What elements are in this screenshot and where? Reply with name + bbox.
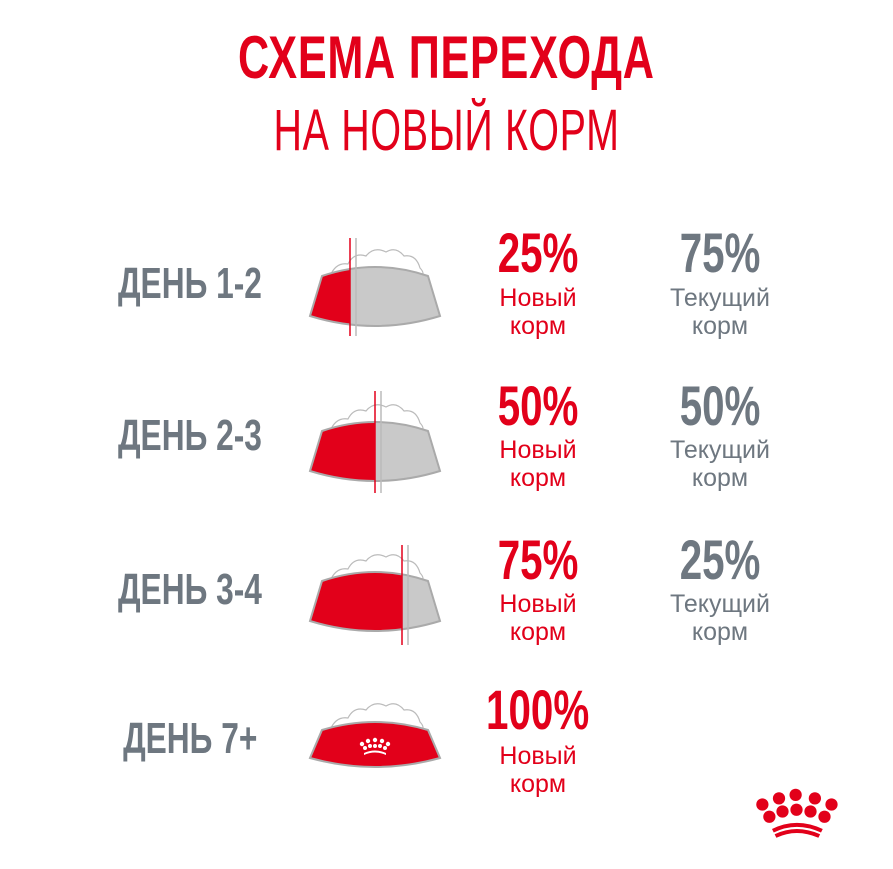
food-bowl-icon	[308, 238, 442, 336]
food-bowl-icon	[308, 545, 442, 645]
current-food-percent-1: 75%	[679, 221, 761, 284]
title-line-1: СХЕМА ПЕРЕХОДА	[238, 24, 655, 91]
day-label-4: ДЕНЬ 7+	[122, 714, 258, 763]
food-bowl-icon	[308, 703, 442, 768]
new-food-label-1: Новый корм	[499, 284, 577, 340]
new-food-label-2: Новый корм	[499, 436, 577, 492]
crown-emblem-icon	[359, 737, 391, 755]
royal-canin-crown-icon	[756, 788, 838, 838]
title-line-2: НА НОВЫЙ КОРМ	[273, 98, 620, 163]
new-food-label-4: Новый корм	[499, 742, 577, 798]
new-food-percent-1: 25%	[497, 221, 579, 284]
day-label-3: ДЕНЬ 3-4	[118, 565, 262, 614]
new-food-label-3: Новый корм	[499, 590, 577, 646]
current-food-label-1: Текущий корм	[670, 284, 770, 340]
day-label-2: ДЕНЬ 2-3	[118, 411, 262, 460]
new-food-percent-4: 100%	[486, 678, 590, 741]
current-food-label-2: Текущий корм	[670, 436, 770, 492]
new-food-percent-2: 50%	[497, 374, 579, 437]
food-bowl-icon	[308, 391, 442, 493]
current-food-percent-3: 25%	[679, 528, 761, 591]
new-food-percent-3: 75%	[497, 528, 579, 591]
day-label-1: ДЕНЬ 1-2	[118, 259, 262, 308]
current-food-label-3: Текущий корм	[670, 590, 770, 646]
current-food-percent-2: 50%	[679, 374, 761, 437]
